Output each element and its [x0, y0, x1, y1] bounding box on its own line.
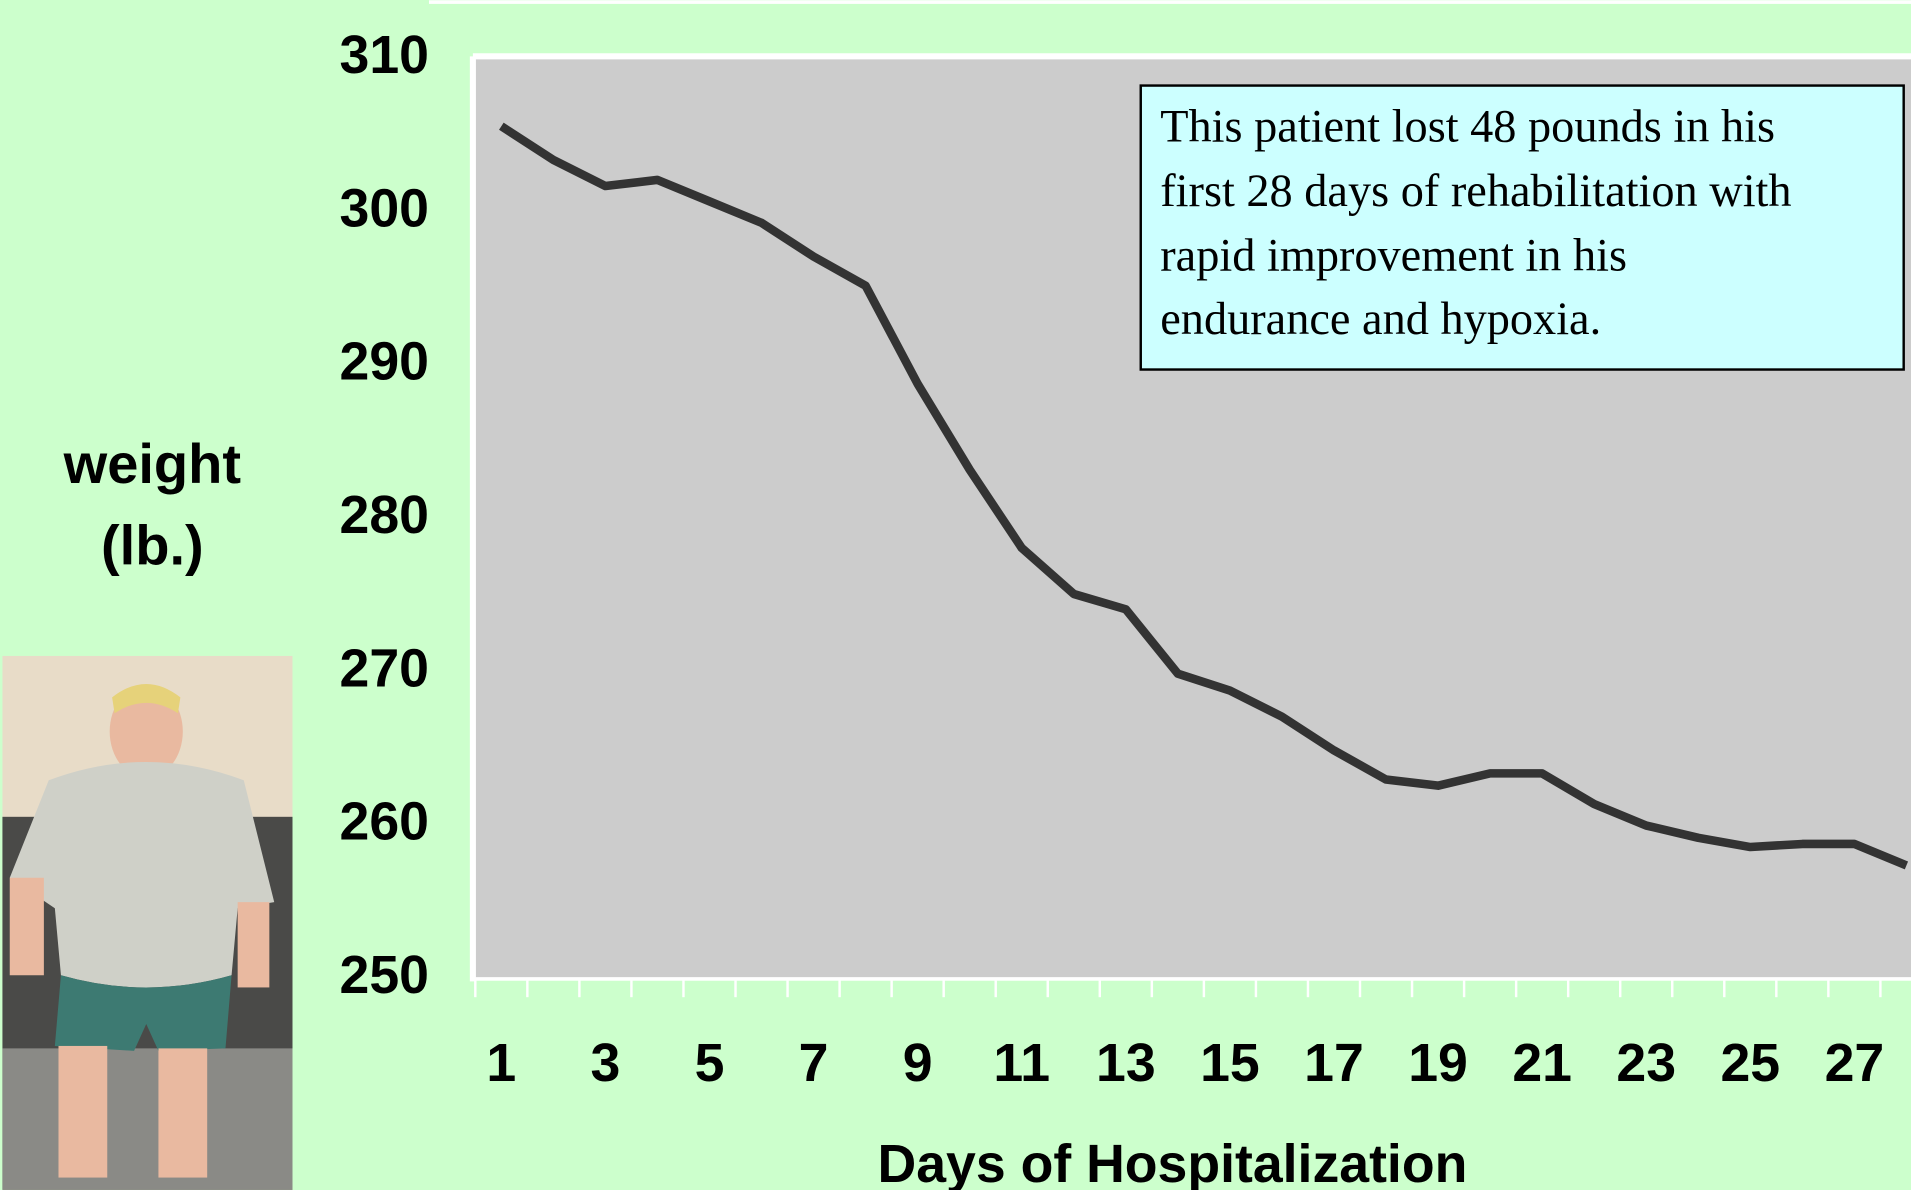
x-tick-label: 5: [695, 1033, 725, 1093]
title-strip: [429, 0, 1911, 4]
y-tick-label: 290: [340, 332, 429, 392]
photo-arm: [238, 902, 270, 987]
x-tick-label: 11: [993, 1033, 1050, 1093]
page: html, body { margin: 0; padding: 0; back…: [0, 0, 1911, 1190]
x-tick-label: 17: [1304, 1033, 1364, 1093]
y-tick-label: 260: [340, 792, 429, 852]
photo: [2, 656, 292, 1190]
x-tick-label: 9: [903, 1033, 933, 1093]
x-tick-label: 13: [1096, 1033, 1156, 1093]
x-tick-label: 25: [1720, 1033, 1780, 1093]
x-tick-label: 7: [799, 1033, 829, 1093]
annotation: endurance and hypoxia.: [1160, 294, 1601, 345]
x-tick-label: 19: [1408, 1033, 1468, 1093]
annotation: rapid improvement in his: [1160, 230, 1627, 281]
y-tick-label: 310: [340, 25, 429, 85]
x-tick-label: 1: [486, 1033, 516, 1093]
photo-floor: [2, 1048, 292, 1189]
x-axis-title: Days of Hospitalization: [878, 1134, 1468, 1190]
y-tick-label: 270: [340, 638, 429, 698]
y-tick-label: 300: [340, 178, 429, 238]
photo-arm: [10, 878, 44, 976]
x-tick-label: 3: [591, 1033, 621, 1093]
y-axis-title: (lb.): [101, 514, 204, 577]
chart: Days of Hospitalization weight (lb.) Thi…: [0, 0, 1911, 1190]
x-tick-label: 21: [1512, 1033, 1572, 1093]
y-tick-label: 250: [340, 945, 429, 1005]
body: {"chart_data": {"type": "line", "categor…: [0, 0, 1911, 1190]
photo-leg: [158, 1048, 207, 1177]
annotation: This patient lost 48 pounds in his: [1160, 101, 1775, 152]
x-tick-label: 23: [1616, 1033, 1676, 1093]
x-tick-label: 15: [1200, 1033, 1260, 1093]
y-axis-title: weight: [63, 432, 241, 495]
x-tick-label: 27: [1825, 1033, 1885, 1093]
y-tick-label: 280: [340, 485, 429, 545]
annotation: first 28 days of rehabilitation with: [1160, 166, 1791, 217]
photo-leg: [59, 1046, 108, 1178]
